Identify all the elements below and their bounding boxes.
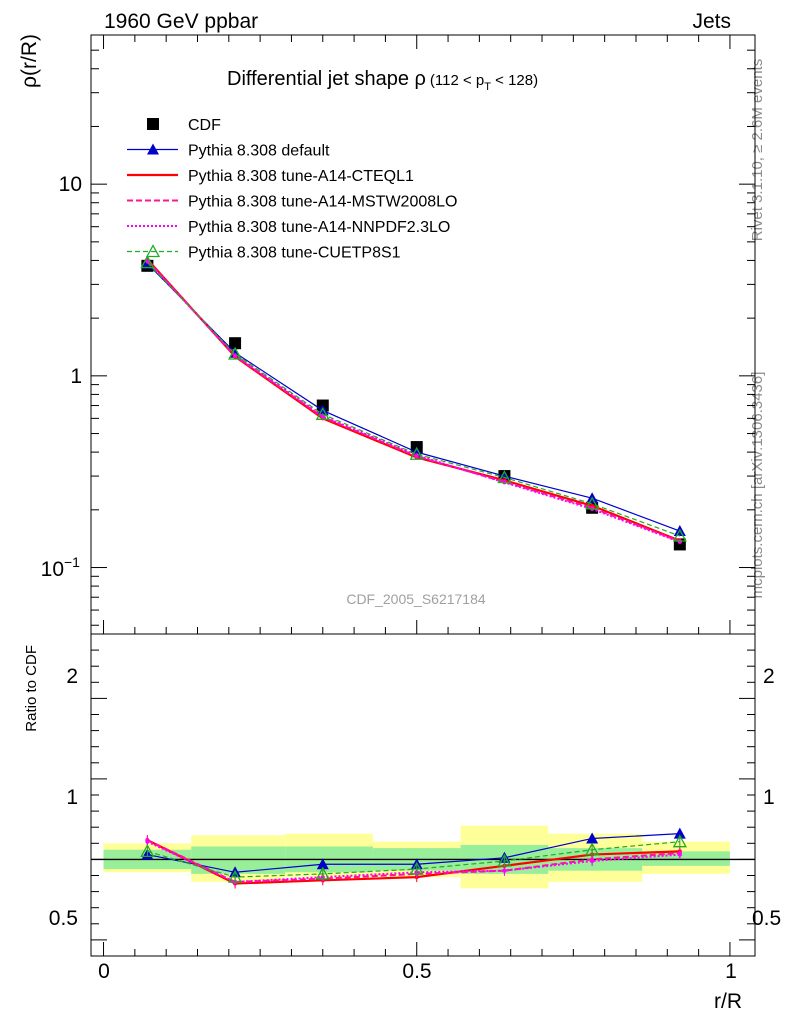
series-4-point-0 [145,259,150,264]
inner-band-6 [642,851,730,866]
series-5-ratio-point-4 [497,853,512,867]
x-tick-label-0.5: 0.5 [402,960,431,983]
series-4-ratio-point-5 [590,859,595,864]
y-tick-label-0.1-exp: −1 [64,554,80,570]
series-1-ratio-point-5 [586,832,599,844]
series-5-point-1 [227,346,243,360]
rivet-label: Rivet 3.1.10, ≥ 2.6M events [749,59,766,242]
legend: CDF Pythia 8.308 default Pythia 8.308 tune… [127,117,457,262]
series-4-ratio-point-6 [677,852,682,857]
legend-label-1: Pythia 8.308 default [188,143,330,160]
legend-label-5: Pythia 8.308 tune-CUETP8S1 [188,245,401,262]
x-tick-label-0: 0 [98,960,110,983]
series-1-line [146,263,681,532]
main-series-layer [140,255,687,551]
series-5-ratio-point-0 [140,843,155,857]
plot-title-end: < 128) [491,72,538,89]
ratio-tick-label-1-right: 1 [763,786,775,809]
series-4-line [146,260,681,543]
header-left: 1960 GeV ppbar [104,10,258,33]
legend-marker-0 [147,118,159,130]
series-2-line [146,258,681,542]
series-1-ratio-point-6 [673,827,686,839]
x-axis-title: r/R [714,990,742,1013]
ratio-frame [90,633,756,957]
x-tick-label-1: 1 [725,960,737,983]
ratio-tick-label-2-left: 2 [66,665,78,688]
legend-label-2: Pythia 8.308 tune-A14-CTEQL1 [188,168,414,185]
header-right: Jets [692,10,731,33]
y-tick-label-10: 10 [59,173,82,196]
legend-label-0: CDF [188,117,221,134]
series-5-ratio-point-6 [672,834,687,848]
series-1-point-1 [229,346,242,358]
mcplots-label: mcplots.cern.ch [arXiv:1306.3436] [749,372,766,599]
axis-ticks [91,34,755,957]
plot-title-main: Differential jet shape ρ [227,68,426,90]
y-axis-title-main: ρ(r/R) [18,34,41,88]
series-5-ratio-point-2 [315,866,330,880]
y-tick-label-0.1-base: 10 [41,558,64,581]
series-0-point-1 [229,337,242,350]
y-axis-title-ratio: Ratio to CDF [23,645,40,732]
series-4-ratio-point-4 [502,868,507,873]
series-5-point-0 [140,255,155,269]
ratio-tick-label-0.5-left: 0.5 [49,907,78,930]
ratio-tick-label-1-left: 1 [66,786,78,809]
series-5-ratio-point-5 [585,842,600,856]
ratio-tick-label-0.5-right: 0.5 [752,907,781,930]
series-5-point-3 [409,446,424,460]
series-5-point-4 [497,470,512,484]
series-4-ratio-point-0 [145,839,150,844]
series-5-ratio-point-3 [409,861,424,875]
ratio-tick-label-2-right: 2 [763,665,775,688]
legend-label-4: Pythia 8.308 tune-A14-NNPDF2.3LO [188,219,450,236]
series-3-line [146,259,681,543]
series-5-ratio-point-1 [227,869,243,883]
y-tick-label-0.1: 10 [41,558,64,581]
series-5-point-2 [315,406,330,420]
legend-marker-1 [147,143,159,155]
series-5-line [146,262,681,537]
analysis-watermark: CDF_2005_S6217184 [346,591,486,607]
legend-label-3: Pythia 8.308 tune-A14-MSTW2008LO [188,194,457,211]
y-tick-label-1: 1 [70,365,82,388]
series-4-point-1 [233,353,238,358]
ratio-series-layer [140,827,687,889]
series-4-point-3 [414,453,419,458]
series-5-point-5 [585,496,600,510]
legend-marker-5 [145,244,161,258]
plot-title-sub: T [484,81,491,93]
plot-title-range: (112 < p [430,72,484,89]
series-1-ratio-point-2 [316,858,329,870]
plot-title: Differential jet shape ρ (112 < pT < 128) [227,68,538,93]
series-5-point-6 [672,528,687,542]
